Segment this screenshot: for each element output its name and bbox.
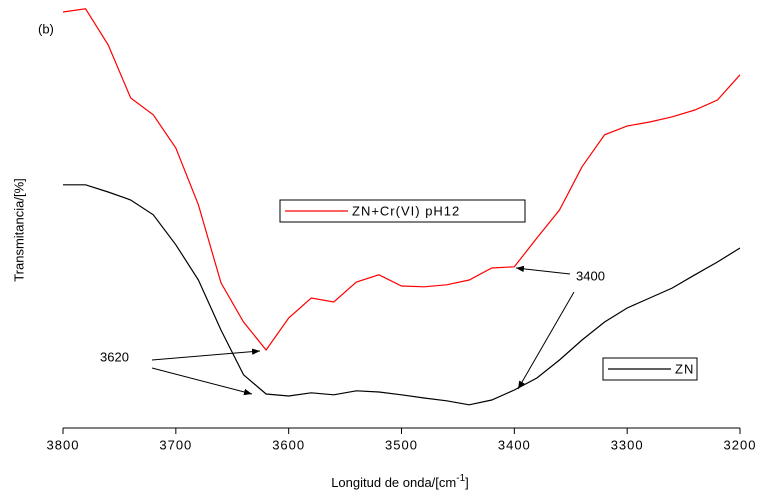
x-tick-label: 3500 bbox=[385, 437, 418, 452]
x-tick-label: 3200 bbox=[724, 437, 757, 452]
x-tick-label: 3700 bbox=[159, 437, 192, 452]
series-line bbox=[63, 184, 741, 406]
arrow bbox=[517, 291, 575, 390]
x-tick-label: 3300 bbox=[611, 437, 644, 452]
arrow bbox=[515, 265, 571, 275]
arrow bbox=[151, 348, 261, 361]
panel-label: (b) bbox=[38, 21, 54, 36]
annotation-label: 3620 bbox=[100, 349, 129, 364]
legend-box bbox=[279, 199, 526, 223]
series-line bbox=[62, 8, 741, 351]
y-axis-label: Transmitancia/[%] bbox=[11, 178, 26, 282]
legend-label: ZN+Cr(VI) pH12 bbox=[352, 203, 460, 218]
arrow bbox=[151, 367, 253, 396]
annotation-3400: 3400 bbox=[515, 265, 605, 390]
x-axis-label: Longitud de onda/[cm-1] bbox=[331, 473, 469, 491]
annotation-label: 3400 bbox=[576, 268, 605, 283]
legend-label: ZN bbox=[675, 361, 694, 376]
x-tick-label: 3600 bbox=[272, 437, 305, 452]
annotation-3620: 3620 bbox=[100, 348, 261, 396]
x-tick-label: 3800 bbox=[47, 437, 80, 452]
x-tick-label: 3400 bbox=[498, 437, 531, 452]
